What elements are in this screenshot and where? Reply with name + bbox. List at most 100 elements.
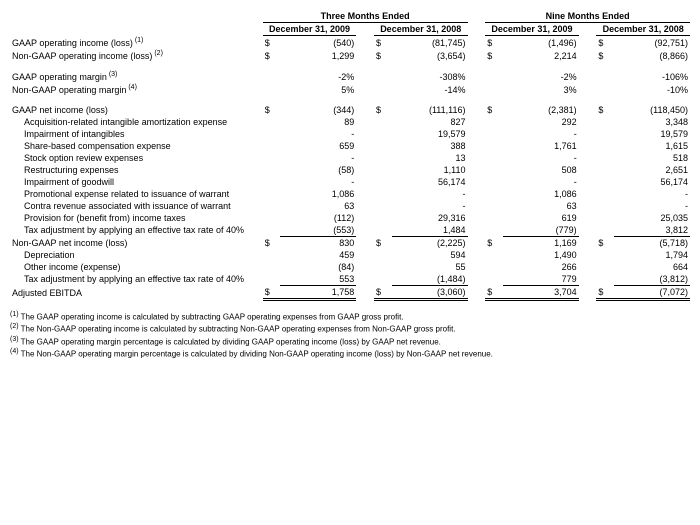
cell-value: 388 [392, 140, 468, 152]
row-label: Acquisition-related intangible amortizat… [10, 116, 263, 128]
table-row: Tax adjustment by applying an effective … [10, 273, 690, 286]
cell-value: -2% [503, 70, 579, 83]
currency-symbol [263, 261, 281, 273]
row-label: Tax adjustment by applying an effective … [10, 273, 263, 286]
cell-value: 779 [503, 273, 579, 286]
cell-value: 25,035 [614, 212, 690, 224]
table-row: GAAP operating income (loss) (1)$(540)$(… [10, 36, 690, 49]
currency-symbol: $ [596, 285, 614, 299]
col-header-2: December 31, 2008 [374, 23, 468, 36]
currency-symbol [263, 249, 281, 261]
currency-symbol [374, 176, 392, 188]
currency-symbol [596, 273, 614, 286]
cell-value: (7,072) [614, 285, 690, 299]
currency-symbol [596, 152, 614, 164]
cell-value: 29,316 [392, 212, 468, 224]
currency-symbol [263, 152, 281, 164]
footnote-4: (4) The Non-GAAP operating margin percen… [10, 348, 690, 359]
currency-symbol [485, 152, 503, 164]
currency-symbol [263, 140, 281, 152]
cell-value: 553 [280, 273, 356, 286]
cell-value: 56,174 [392, 176, 468, 188]
currency-symbol [374, 249, 392, 261]
cell-value: 63 [280, 200, 356, 212]
row-label: Non-GAAP operating margin (4) [10, 83, 263, 96]
row-label: GAAP net income (loss) [10, 104, 263, 116]
table-row: Impairment of intangibles-19,579-19,579 [10, 128, 690, 140]
table-row: GAAP operating margin (3)-2%-308%-2%-106… [10, 70, 690, 83]
cell-value: (118,450) [614, 104, 690, 116]
currency-symbol [374, 164, 392, 176]
currency-symbol [485, 116, 503, 128]
currency-symbol [374, 212, 392, 224]
cell-value: - [280, 176, 356, 188]
table-row: Restructuring expenses(58)1,1105082,651 [10, 164, 690, 176]
cell-value: (2,381) [503, 104, 579, 116]
cell-value: 3,812 [614, 224, 690, 237]
currency-symbol: $ [485, 49, 503, 62]
currency-symbol [596, 128, 614, 140]
cell-value: 518 [614, 152, 690, 164]
cell-value: 3,704 [503, 285, 579, 299]
currency-symbol: $ [374, 236, 392, 249]
currency-symbol [374, 152, 392, 164]
currency-symbol [263, 128, 281, 140]
currency-symbol: $ [374, 285, 392, 299]
currency-symbol [485, 140, 503, 152]
currency-symbol [374, 261, 392, 273]
currency-symbol [485, 128, 503, 140]
cell-value: 827 [392, 116, 468, 128]
group-header-3m: Three Months Ended [263, 10, 468, 23]
currency-symbol [374, 116, 392, 128]
currency-symbol [263, 212, 281, 224]
currency-symbol [374, 140, 392, 152]
table-row: Promotional expense related to issuance … [10, 188, 690, 200]
currency-symbol: $ [263, 36, 281, 49]
spacer-row [10, 62, 690, 70]
cell-value: - [280, 152, 356, 164]
currency-symbol [485, 164, 503, 176]
cell-value: -2% [280, 70, 356, 83]
cell-value: 1,761 [503, 140, 579, 152]
currency-symbol: $ [596, 36, 614, 49]
cell-value: 1,086 [503, 188, 579, 200]
row-label: Promotional expense related to issuance … [10, 188, 263, 200]
cell-value: 659 [280, 140, 356, 152]
cell-value: (3,060) [392, 285, 468, 299]
currency-symbol: $ [596, 49, 614, 62]
cell-value: 2,651 [614, 164, 690, 176]
currency-symbol: $ [263, 236, 281, 249]
currency-symbol: $ [374, 104, 392, 116]
group-header-row: Three Months Ended Nine Months Ended [10, 10, 690, 23]
cell-value: 1,794 [614, 249, 690, 261]
cell-value: 63 [503, 200, 579, 212]
cell-value: - [503, 176, 579, 188]
table-row: Non-GAAP operating income (loss) (2)$1,2… [10, 49, 690, 62]
table-row: GAAP net income (loss)$(344)$(111,116)$(… [10, 104, 690, 116]
currency-symbol [596, 249, 614, 261]
currency-symbol [263, 273, 281, 286]
cell-value: (1,484) [392, 273, 468, 286]
currency-symbol: $ [596, 104, 614, 116]
currency-symbol [596, 200, 614, 212]
footnote-2: (2) The Non-GAAP operating income is cal… [10, 323, 690, 334]
currency-symbol [485, 224, 503, 237]
row-label: Non-GAAP net income (loss) [10, 236, 263, 249]
table-row: Non-GAAP operating margin (4)5%-14%3%-10… [10, 83, 690, 96]
currency-symbol [263, 224, 281, 237]
cell-value: (540) [280, 36, 356, 49]
currency-symbol [374, 83, 392, 96]
currency-symbol [485, 273, 503, 286]
currency-symbol [374, 200, 392, 212]
cell-value: 1,484 [392, 224, 468, 237]
currency-symbol [485, 212, 503, 224]
cell-value: (5,718) [614, 236, 690, 249]
currency-symbol: $ [374, 36, 392, 49]
currency-symbol [485, 176, 503, 188]
cell-value: (112) [280, 212, 356, 224]
currency-symbol [596, 164, 614, 176]
cell-value: (84) [280, 261, 356, 273]
cell-value: (553) [280, 224, 356, 237]
cell-value: 619 [503, 212, 579, 224]
row-label: Impairment of intangibles [10, 128, 263, 140]
